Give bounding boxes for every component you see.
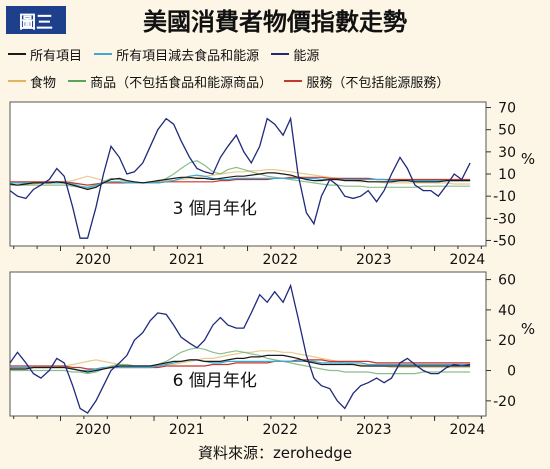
y-tick-label: 40 <box>498 303 516 319</box>
source-note: 資料來源：zerohedge <box>197 444 353 462</box>
chart-title: 美國消費者物價指數走勢 <box>143 8 407 36</box>
legend-swatch <box>284 80 303 82</box>
panel-3-month: 70 50 30 10 -10 -30 -50% 2020 2021 2022 2023 2024 3 … <box>9 101 535 268</box>
y-tick-label: -30 <box>493 211 516 227</box>
x-tick-label: 2020 <box>75 422 111 438</box>
legend-label: 商品（不包括食品和能源商品） <box>90 75 273 91</box>
x-tick-label: 2023 <box>356 252 392 268</box>
y-tick-label: 0 <box>507 364 516 380</box>
series-line-food <box>10 168 471 185</box>
x-tick-label: 2024 <box>449 252 485 268</box>
panel-6-month: 60 40 20 0 -20% 2020 2021 2022 2023 2024 6 個月年化 <box>9 271 535 438</box>
y-tick-label: -20 <box>493 394 516 410</box>
legend-row-2: 食物 商品（不包括食品和能源商品） 服務（不包括能源服務） <box>8 71 548 91</box>
legend-swatch <box>94 53 113 55</box>
x-tick-label: 2021 <box>169 422 205 438</box>
y-tick-label: 10 <box>498 167 516 183</box>
series-line-services <box>10 359 471 370</box>
legend-row-1: 所有項目 所有項目減去食品和能源 能源 <box>8 44 548 64</box>
y-tick-label: 20 <box>498 333 516 349</box>
plot-area <box>9 271 487 417</box>
series-line-core <box>10 174 471 188</box>
legend-item-food: 食物 <box>8 72 56 91</box>
series-line-energy <box>9 283 471 414</box>
y-axis-label: % <box>521 150 535 168</box>
x-tick-label: 2022 <box>262 252 298 268</box>
series-line-services <box>10 176 471 186</box>
x-tick-label: 2021 <box>169 252 205 268</box>
y-axis-label: % <box>521 320 535 338</box>
series-line-food <box>10 350 471 370</box>
series-line-all-items <box>9 172 471 191</box>
x-tick-label: 2024 <box>449 422 485 438</box>
panel-annotation: 3 個月年化 <box>173 199 257 219</box>
panel-annotation: 6 個月年化 <box>173 371 257 391</box>
x-tick-label: 2023 <box>356 422 392 438</box>
y-tick-label: 70 <box>498 101 516 117</box>
legend-item-services: 服務（不包括能源服務） <box>284 72 449 91</box>
legend-item-core: 所有項目減去食品和能源 <box>94 45 259 64</box>
legend-swatch <box>8 80 26 82</box>
series-line-goods <box>10 160 471 190</box>
legend-swatch <box>8 53 26 55</box>
figure-badge: 圖三 <box>6 6 66 34</box>
legend-item-energy: 能源 <box>271 45 319 64</box>
y-tick-label: 60 <box>498 273 516 289</box>
y-tick-label: -50 <box>493 233 516 249</box>
legend-label: 服務（不包括能源服務） <box>306 75 450 91</box>
x-tick-label: 2022 <box>262 422 298 438</box>
legend-label: 所有項目減去食品和能源 <box>116 48 260 64</box>
legend-label: 能源 <box>293 48 320 64</box>
x-tick-label: 2020 <box>75 252 111 268</box>
series-line-energy <box>9 116 471 239</box>
legend-label: 所有項目 <box>30 48 83 64</box>
y-tick-label: 30 <box>498 145 516 161</box>
legend-swatch <box>68 80 87 82</box>
series-line-goods <box>10 347 471 375</box>
series-line-all-items <box>10 354 471 373</box>
legend-label: 食物 <box>30 75 57 91</box>
legend-item-all-items: 所有項目 <box>8 45 82 64</box>
legend-item-goods: 商品（不包括食品和能源商品） <box>68 72 272 91</box>
series-line-core <box>10 359 471 372</box>
plot-area <box>9 101 487 247</box>
y-tick-label: -10 <box>493 189 516 205</box>
legend-swatch <box>271 53 290 55</box>
y-tick-label: 50 <box>498 123 516 139</box>
